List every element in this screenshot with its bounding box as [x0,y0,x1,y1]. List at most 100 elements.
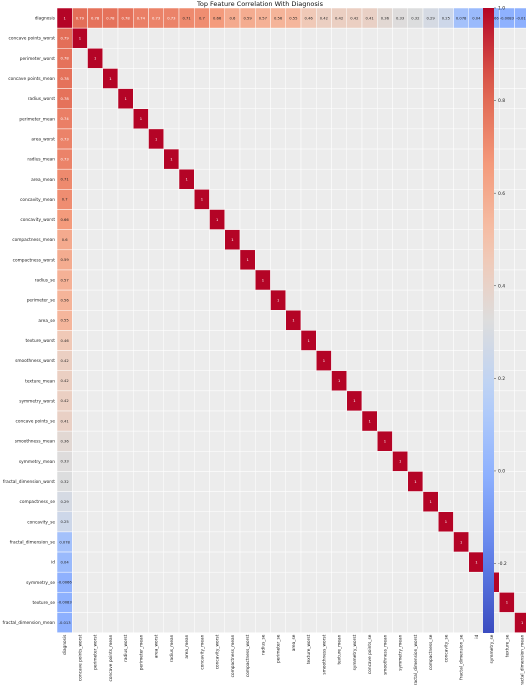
heatmap-cell [224,189,241,210]
heatmap-cell [209,249,225,271]
heatmap-cell [514,592,526,613]
heatmap-cell [133,48,149,69]
heatmap-cell [285,229,302,251]
heatmap-cell [407,128,424,150]
heatmap-cell [87,511,103,533]
heatmap-cell [285,571,302,593]
y-tick-label: concave points_worst [9,36,56,42]
heatmap-cell [209,148,225,170]
x-tick-label: symmetry_se [489,634,495,663]
heatmap-cell [102,531,119,553]
heatmap-cell [209,27,225,49]
heatmap-cell [270,531,286,553]
heatmap-cell [224,289,241,311]
heatmap-cell [102,289,119,311]
heatmap-cell [163,209,180,230]
heatmap-cell [163,289,180,311]
heatmap-cell [148,310,164,331]
heatmap-cell-value: 0.41 [366,16,374,20]
heatmap-cell [346,269,363,291]
heatmap-cell [514,612,526,633]
heatmap-cell [331,491,347,513]
heatmap-cell [224,27,241,49]
heatmap-cell [87,612,103,633]
heatmap-cell [133,531,149,553]
heatmap-cell [194,410,210,432]
heatmap-cell [209,48,225,69]
heatmap-cell [285,189,302,210]
heatmap-cell [438,571,454,593]
heatmap-cell [438,592,454,613]
heatmap-cell [178,148,195,170]
heatmap-cell [194,551,210,573]
heatmap-cell [499,108,515,130]
heatmap-cell [331,269,347,291]
heatmap-cell [178,571,195,593]
heatmap-cell [361,27,378,49]
heatmap-cell [72,350,88,371]
colorbar-tick-label: 0.2 [498,376,505,382]
heatmap-cell [377,511,393,533]
heatmap-cell [361,108,378,130]
heatmap-cell [117,330,134,351]
heatmap-cell [300,491,317,513]
heatmap-cell [407,310,424,331]
heatmap-cell [438,68,454,89]
heatmap-cell [239,189,256,210]
heatmap-cell-value: 1 [170,157,172,161]
x-tick-label: diagnosis [62,634,68,655]
heatmap-cell [239,571,256,593]
heatmap-cell [87,350,103,371]
heatmap-cell [270,48,286,69]
heatmap-cell [239,592,256,613]
heatmap-cell [438,471,454,492]
heatmap-cell [224,612,241,633]
heatmap-cell [316,410,332,432]
heatmap-cell [392,592,408,613]
heatmap-cell [178,269,195,291]
heatmap-cell [514,209,526,230]
heatmap-cell-value: 1 [460,540,462,544]
heatmap-cell [133,491,149,513]
heatmap-cell [377,410,393,432]
heatmap-cell [194,471,210,492]
heatmap-cell [453,410,469,432]
heatmap-cell [316,571,332,593]
heatmap-cell [468,430,485,452]
heatmap-cell [407,370,424,392]
heatmap-cell [499,27,515,49]
heatmap-cell [87,370,103,392]
heatmap-cell [239,289,256,311]
heatmap-cell [422,27,439,49]
heatmap-cell [224,511,241,533]
heatmap-cell [239,471,256,492]
heatmap-cell [87,229,103,251]
heatmap-cell [224,370,241,392]
heatmap-cell [117,269,134,291]
heatmap-cell [361,189,378,210]
heatmap-cell-value: 0.078 [456,16,467,20]
heatmap-cell [209,68,225,89]
heatmap-cell [255,511,271,533]
heatmap-cell [87,310,103,331]
y-tick-label: fractal_dimension_mean [2,620,55,626]
heatmap-cell [438,390,454,412]
heatmap-cell [87,430,103,452]
heatmap-cell [117,471,134,492]
heatmap-cell [255,430,271,452]
heatmap-cell [377,531,393,553]
x-tick-label: texture_worst [306,634,312,664]
heatmap-cell [499,249,515,271]
heatmap-cell [255,108,271,130]
heatmap-cell [453,27,469,49]
heatmap-cell [468,350,485,371]
heatmap-cell-value: 0.42 [350,16,358,20]
heatmap-cell [392,531,408,553]
heatmap-cell [270,310,286,331]
x-tick-label: concavity_worst [215,634,221,669]
heatmap-cell [392,330,408,351]
heatmap-cell [346,511,363,533]
heatmap-cell-value: 0.04 [472,16,481,20]
heatmap-cell [468,88,485,109]
heatmap-cell-value: 0.46 [61,339,70,343]
